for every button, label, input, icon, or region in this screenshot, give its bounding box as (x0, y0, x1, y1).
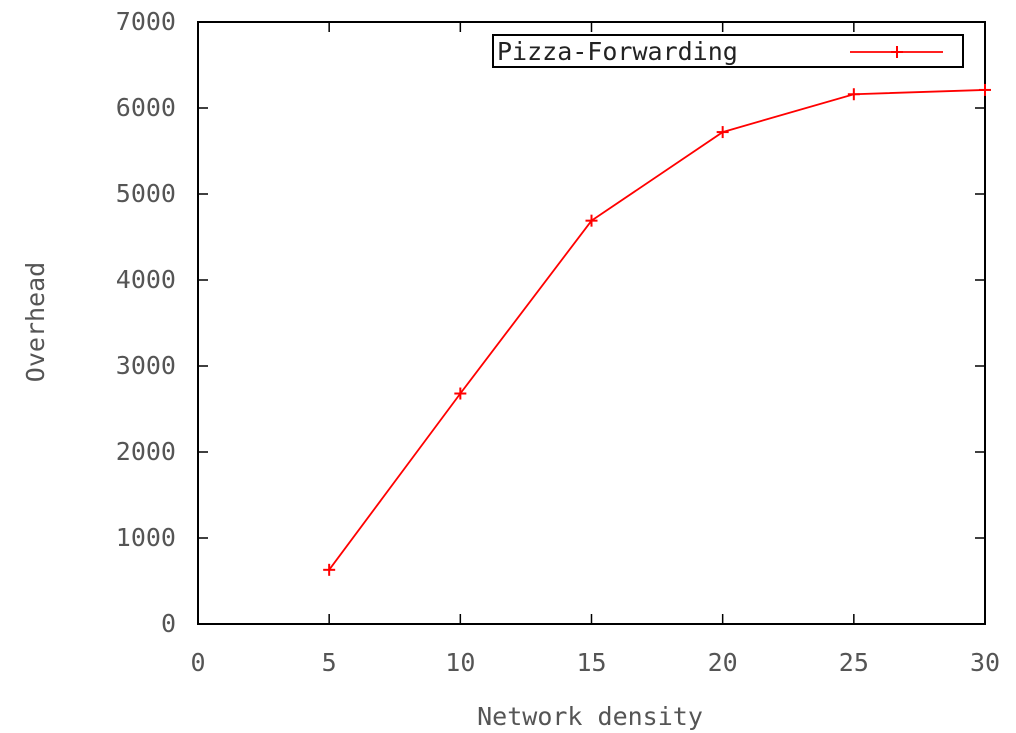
series-line (328, 89, 986, 571)
y-tick-label: 6000 (116, 93, 176, 122)
x-tick-label: 25 (839, 648, 869, 677)
plot-frame (197, 21, 986, 625)
x-tick-label: 15 (576, 648, 606, 677)
legend-box (492, 34, 964, 68)
x-tick-label: 5 (322, 648, 337, 677)
y-tick-label: 7000 (116, 7, 176, 36)
data-point-marker (323, 563, 336, 576)
data-point-marker (454, 387, 467, 400)
x-tick-label: 10 (445, 648, 475, 677)
y-tick-label: 5000 (116, 179, 176, 208)
x-tick-label: 20 (708, 648, 738, 677)
legend-label: Pizza-Forwarding (497, 37, 738, 66)
y-tick-label: 1000 (116, 523, 176, 552)
ticks: 0 5 10 15 20 25 30 0 1000 2000 3000 4000 5000 6000 700… (116, 7, 1000, 677)
data-point-marker (585, 214, 598, 227)
y-tick-label: 2000 (116, 437, 176, 466)
y-tick-label: 0 (161, 609, 176, 638)
x-tick-label: 0 (190, 648, 205, 677)
axes (197, 21, 986, 625)
data-point-marker (716, 126, 729, 139)
y-tick-label: 4000 (116, 265, 176, 294)
data-point-marker (847, 88, 860, 101)
y-axis-label: Overhead (21, 262, 50, 382)
x-tick-label: 30 (970, 648, 1000, 677)
series (323, 83, 991, 576)
x-axis-label: Network density (477, 702, 703, 731)
y-tick-label: 3000 (116, 351, 176, 380)
legend: Pizza-Forwarding (492, 34, 964, 68)
legend-marker (891, 46, 903, 58)
data-point-marker (979, 83, 991, 96)
